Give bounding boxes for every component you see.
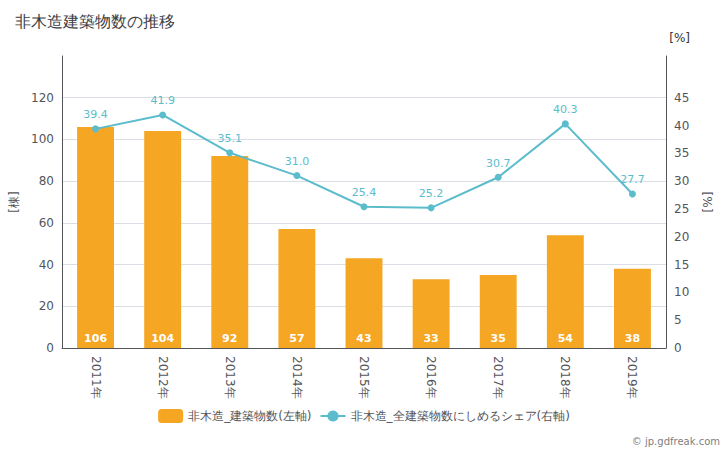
svg-text:10: 10 [674, 285, 689, 299]
svg-text:2015年: 2015年 [357, 356, 371, 399]
svg-text:2016年: 2016年 [424, 356, 438, 399]
svg-text:40: 40 [674, 119, 689, 133]
svg-text:120: 120 [31, 91, 54, 105]
svg-text:60: 60 [39, 216, 54, 230]
svg-text:2011年: 2011年 [89, 356, 103, 399]
svg-text:[%]: [%] [669, 31, 690, 45]
svg-text:41.9: 41.9 [150, 94, 175, 107]
svg-text:0: 0 [674, 341, 682, 355]
svg-text:80: 80 [39, 174, 54, 188]
svg-text:33: 33 [423, 332, 438, 345]
svg-text:104: 104 [151, 332, 174, 345]
svg-text:45: 45 [674, 91, 689, 105]
svg-text:2014年: 2014年 [290, 356, 304, 399]
svg-text:30: 30 [674, 174, 689, 188]
svg-text:5: 5 [674, 313, 682, 327]
svg-text:非木造_建築物数(左軸): 非木造_建築物数(左軸) [188, 409, 311, 423]
svg-text:2012年: 2012年 [156, 356, 170, 399]
svg-text:43: 43 [356, 332, 371, 345]
svg-text:非木造建築物数の推移: 非木造建築物数の推移 [15, 12, 175, 31]
svg-text:2018年: 2018年 [558, 356, 572, 399]
svg-text:31.0: 31.0 [285, 155, 310, 168]
svg-text:25: 25 [674, 202, 689, 216]
svg-text:25.2: 25.2 [419, 187, 444, 200]
svg-text:27.7: 27.7 [620, 173, 645, 186]
svg-text:0: 0 [46, 341, 54, 355]
svg-text:20: 20 [39, 299, 54, 313]
svg-text:35: 35 [674, 146, 689, 160]
svg-text:40: 40 [39, 258, 54, 272]
svg-text:2017年: 2017年 [491, 356, 505, 399]
svg-text:106: 106 [84, 332, 107, 345]
svg-text:39.4: 39.4 [83, 108, 108, 121]
svg-text:非木造_全建築物数にしめるシェア(右軸): 非木造_全建築物数にしめるシェア(右軸) [351, 409, 570, 423]
svg-text:2013年: 2013年 [223, 356, 237, 399]
svg-text:57: 57 [289, 332, 304, 345]
svg-text:40.3: 40.3 [553, 103, 578, 116]
svg-text:15: 15 [674, 258, 689, 272]
svg-text:38: 38 [625, 332, 640, 345]
svg-text:© jp.gdfreak.com: © jp.gdfreak.com [632, 436, 720, 447]
svg-text:[棟]: [棟] [7, 191, 21, 212]
svg-text:20: 20 [674, 230, 689, 244]
svg-text:[%]: [%] [701, 192, 715, 213]
svg-text:25.4: 25.4 [352, 186, 377, 199]
svg-text:35.1: 35.1 [218, 132, 243, 145]
svg-text:30.7: 30.7 [486, 157, 511, 170]
svg-text:100: 100 [31, 132, 54, 146]
svg-text:35: 35 [491, 332, 506, 345]
svg-text:54: 54 [558, 332, 574, 345]
svg-text:2019年: 2019年 [625, 356, 639, 399]
svg-text:92: 92 [222, 332, 237, 345]
